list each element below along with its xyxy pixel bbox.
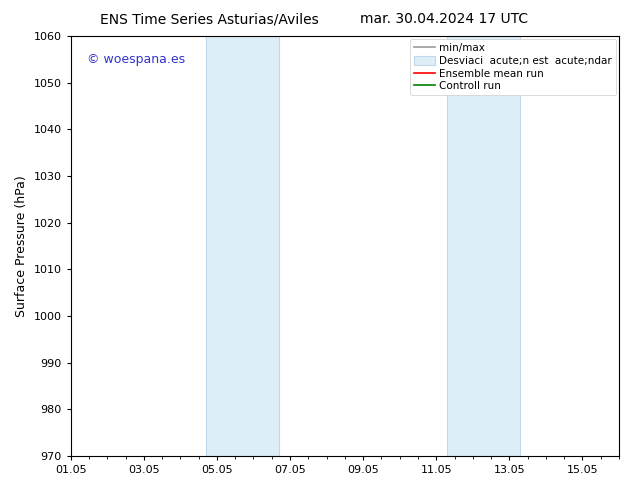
Text: mar. 30.04.2024 17 UTC: mar. 30.04.2024 17 UTC [359,12,528,26]
Bar [447,36,521,456]
Text: ENS Time Series Asturias/Aviles: ENS Time Series Asturias/Aviles [100,12,319,26]
Y-axis label: Surface Pressure (hPa): Surface Pressure (hPa) [15,175,28,317]
Legend: min/max, Desviaci  acute;n est  acute;ndar, Ensemble mean run, Controll run: min/max, Desviaci acute;n est acute;ndar… [410,39,616,96]
Text: © woespana.es: © woespana.es [87,53,185,66]
Bar [206,36,279,456]
